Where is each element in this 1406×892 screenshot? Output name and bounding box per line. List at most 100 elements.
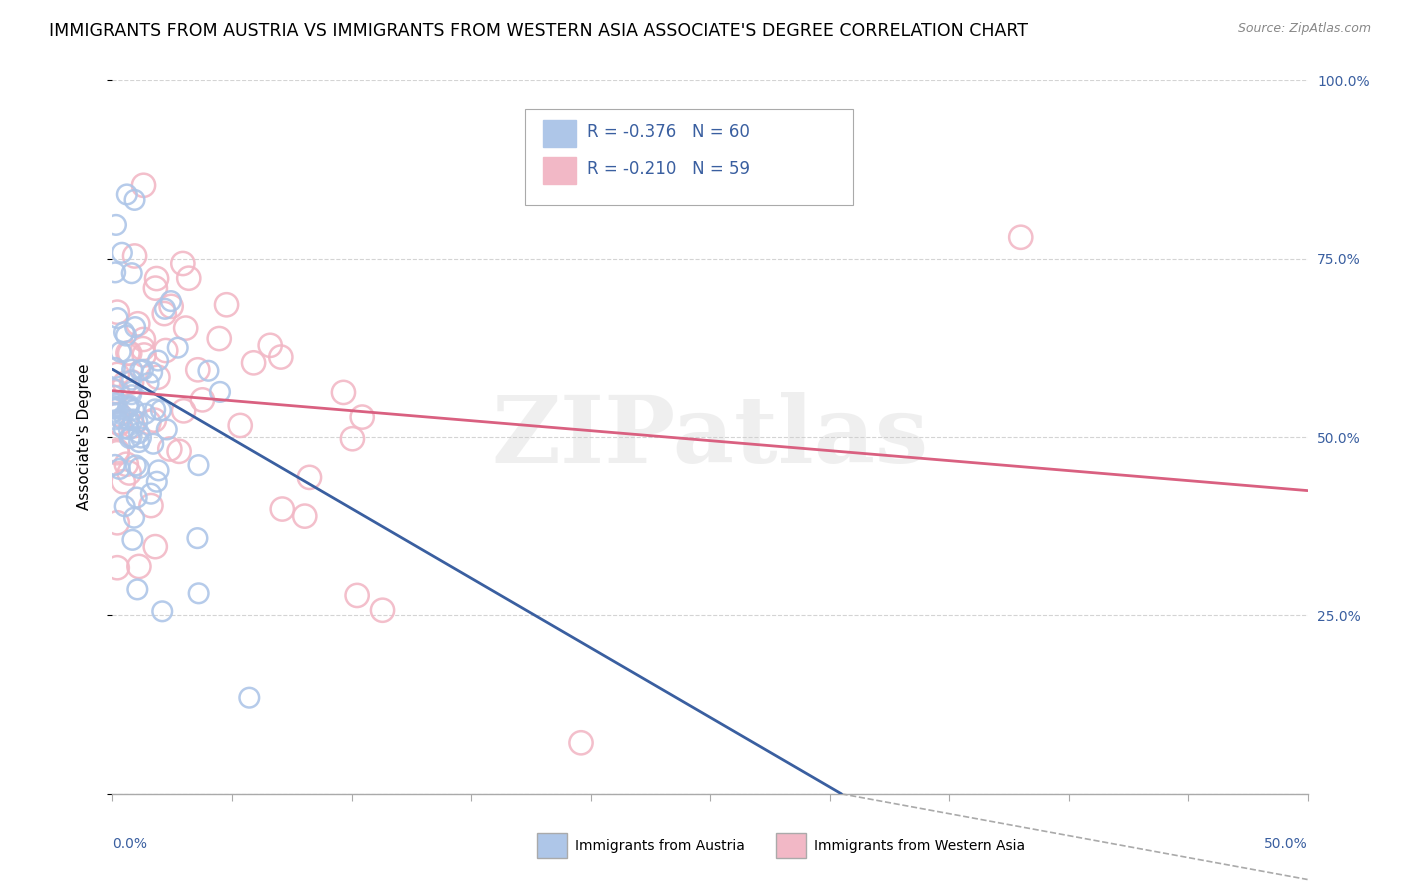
Point: [215, 298, 238, 312]
Point: [122, 419, 145, 434]
Point: [118, 466, 141, 480]
Point: [127, 582, 149, 597]
Point: [117, 346, 139, 360]
Point: [124, 249, 146, 263]
Point: [103, 399, 125, 413]
Point: [105, 560, 128, 574]
Point: [104, 360, 127, 375]
Point: [229, 418, 252, 433]
Point: [105, 516, 128, 530]
Point: [107, 311, 129, 326]
Point: [121, 388, 143, 402]
Point: [342, 432, 364, 446]
Point: [129, 363, 152, 377]
Point: [138, 376, 160, 391]
Point: [118, 431, 141, 445]
Point: [132, 333, 155, 347]
Point: [103, 395, 125, 409]
Point: [156, 422, 179, 436]
Point: [346, 589, 368, 603]
Point: [103, 405, 125, 419]
FancyBboxPatch shape: [543, 120, 576, 146]
Point: [108, 416, 131, 430]
Point: [103, 388, 125, 402]
Point: [172, 256, 194, 270]
Point: [121, 533, 143, 547]
Point: [105, 443, 128, 458]
Point: [117, 401, 139, 415]
Point: [143, 413, 166, 427]
Point: [118, 400, 141, 414]
Point: [124, 193, 146, 207]
Point: [115, 187, 138, 202]
Point: [270, 350, 292, 364]
Point: [139, 499, 162, 513]
Point: [143, 402, 166, 417]
Point: [118, 346, 141, 360]
Point: [121, 362, 143, 376]
Y-axis label: Associate's Degree: Associate's Degree: [77, 364, 91, 510]
Text: 50.0%: 50.0%: [1264, 837, 1308, 851]
Point: [108, 462, 131, 476]
Point: [115, 328, 138, 343]
Point: [569, 736, 592, 750]
Point: [197, 364, 219, 378]
Point: [128, 559, 150, 574]
Point: [132, 342, 155, 356]
Point: [149, 403, 172, 417]
Point: [128, 426, 150, 441]
Point: [105, 401, 128, 416]
Point: [271, 502, 294, 516]
Point: [166, 341, 188, 355]
Point: [146, 370, 169, 384]
Point: [108, 417, 131, 431]
Point: [103, 382, 125, 396]
Point: [187, 586, 209, 600]
Point: [146, 475, 169, 489]
Point: [238, 690, 260, 705]
Point: [177, 271, 200, 285]
Point: [1010, 230, 1032, 244]
Point: [122, 402, 145, 417]
Point: [118, 398, 141, 412]
Point: [187, 363, 209, 377]
Point: [129, 431, 152, 445]
Point: [121, 266, 143, 280]
Text: IMMIGRANTS FROM AUSTRIA VS IMMIGRANTS FROM WESTERN ASIA ASSOCIATE'S DEGREE CORRE: IMMIGRANTS FROM AUSTRIA VS IMMIGRANTS FR…: [49, 22, 1028, 40]
Point: [105, 305, 128, 319]
Point: [160, 294, 183, 309]
Point: [105, 446, 128, 460]
Text: Immigrants from Austria: Immigrants from Austria: [575, 839, 745, 853]
Point: [103, 401, 125, 416]
Point: [128, 461, 150, 475]
Point: [132, 348, 155, 362]
Point: [104, 396, 127, 410]
Point: [145, 271, 167, 285]
Point: [191, 392, 214, 407]
Point: [121, 430, 143, 444]
Point: [174, 321, 197, 335]
Point: [107, 408, 129, 422]
Point: [132, 178, 155, 193]
Text: R = -0.376   N = 60: R = -0.376 N = 60: [586, 123, 749, 141]
Point: [294, 509, 316, 524]
Point: [153, 307, 176, 321]
Point: [159, 442, 181, 456]
FancyBboxPatch shape: [543, 157, 576, 184]
Point: [118, 413, 141, 427]
Point: [141, 365, 163, 379]
Point: [139, 486, 162, 500]
FancyBboxPatch shape: [776, 833, 806, 858]
Point: [121, 375, 143, 389]
Point: [107, 400, 129, 414]
Point: [127, 317, 149, 331]
Point: [332, 385, 354, 400]
Point: [259, 338, 281, 352]
Point: [148, 463, 170, 477]
Point: [122, 412, 145, 426]
Text: R = -0.210   N = 59: R = -0.210 N = 59: [586, 161, 749, 178]
Point: [132, 363, 155, 377]
Point: [143, 540, 166, 554]
Point: [104, 401, 127, 416]
Point: [142, 436, 165, 450]
